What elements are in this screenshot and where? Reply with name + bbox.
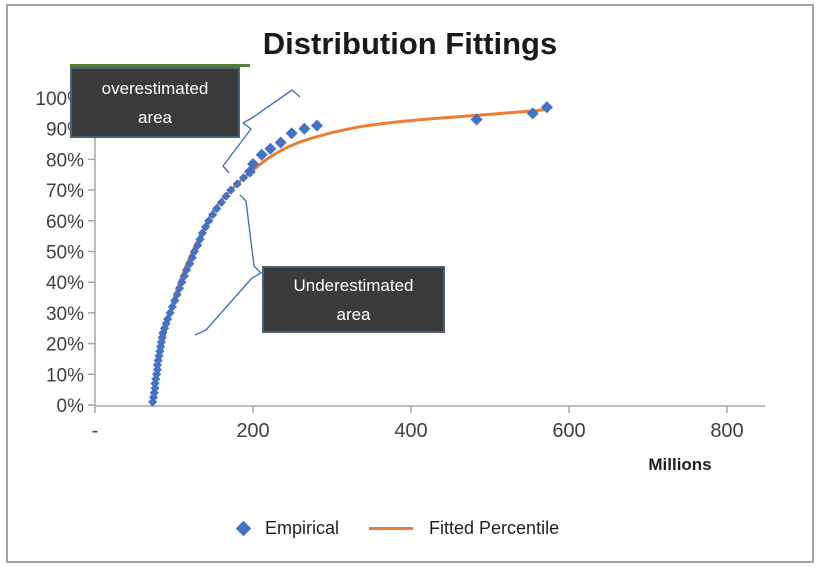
overestimated-callout[interactable]: overestimated area [70, 67, 240, 138]
x-tick-label: - [92, 420, 99, 442]
brackets [194, 89, 301, 336]
empirical-point [182, 265, 192, 275]
empirical-point [148, 397, 158, 407]
y-tick-label: 30% [46, 304, 84, 325]
legend-item-fitted[interactable]: Fitted Percentile [369, 518, 559, 539]
empirical-point [232, 179, 242, 189]
empirical-point [161, 319, 171, 329]
empirical-point [285, 127, 298, 140]
empirical-point [177, 277, 187, 287]
empirical-point [212, 203, 222, 214]
empirical-point [470, 113, 483, 126]
x-tick-label: 400 [394, 420, 427, 442]
empirical-point [247, 158, 259, 170]
empirical-point [264, 142, 277, 155]
empirical-point [216, 197, 226, 207]
x-tick-label: 800 [710, 420, 743, 442]
overestimated-callout-line1: overestimated [101, 78, 209, 98]
empirical-point [152, 360, 162, 370]
empirical-point [238, 173, 249, 183]
empirical-point [208, 210, 218, 220]
empirical-point [526, 107, 539, 120]
empirical-point [156, 342, 166, 352]
empirical-point [158, 328, 168, 338]
empirical-point [179, 271, 189, 281]
legend: Empirical Fitted Percentile [235, 513, 559, 543]
empirical-point [226, 185, 236, 195]
overestimated-bracket[interactable] [222, 89, 301, 174]
line-marker-icon [369, 526, 414, 530]
empirical-point [298, 122, 311, 135]
empirical-point [221, 191, 231, 201]
empirical-point [204, 216, 214, 226]
legend-label-fitted: Fitted Percentile [429, 517, 560, 538]
empirical-point [189, 246, 200, 257]
empirical-point [156, 337, 166, 347]
underestimated-callout[interactable]: Underestimated area [262, 266, 445, 333]
chart-title: Distribution Fittings [262, 26, 558, 61]
empirical-point [154, 351, 164, 361]
underestimated-callout-line1: Underestimated [293, 275, 414, 295]
y-tick-label: 50% [46, 243, 84, 264]
empirical-point [201, 222, 211, 232]
y-tick-label: 70% [46, 181, 84, 202]
underestimated-callout-line2: area [336, 304, 371, 324]
fitted-percentile-curve[interactable] [150, 108, 547, 407]
x-tick-label: 200 [236, 420, 269, 442]
y-tick-label: 20% [46, 335, 84, 356]
empirical-point [165, 308, 175, 318]
y-tick-label: 60% [46, 212, 84, 233]
x-tick-label: 600 [552, 420, 585, 442]
y-tick-label: 10% [46, 365, 84, 386]
green-accent-line [70, 64, 250, 67]
y-tick-label: 0% [57, 396, 85, 417]
empirical-series[interactable] [148, 101, 553, 407]
axes [94, 90, 765, 407]
empirical-point [151, 374, 161, 384]
empirical-point [274, 136, 287, 149]
y-axis-ticks: 0%10%20%30%40%50%60%70%80%90%100% [35, 89, 95, 417]
legend-item-empirical[interactable]: Empirical [235, 517, 340, 539]
legend-label-empirical: Empirical [265, 517, 340, 538]
empirical-point [540, 101, 553, 114]
x-axis-ticks: - 200 400 600 800 [92, 406, 744, 442]
empirical-point [311, 119, 323, 132]
overestimated-callout-line2: area [137, 107, 173, 127]
y-tick-label: 40% [46, 273, 84, 294]
empirical-point [255, 148, 268, 161]
y-tick-label: 80% [46, 150, 84, 171]
empirical-point [170, 296, 180, 306]
empirical-point [197, 228, 207, 238]
diamond-marker-icon [235, 520, 252, 536]
x-axis-unit-label: Millions [648, 455, 712, 474]
underestimated-bracket[interactable] [194, 194, 262, 336]
empirical-point [149, 388, 159, 398]
